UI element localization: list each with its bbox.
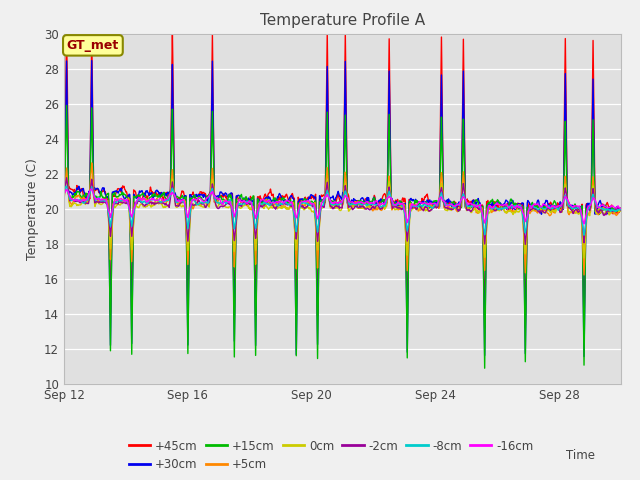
Text: Time: Time [566,449,595,462]
Y-axis label: Temperature (C): Temperature (C) [26,158,38,260]
Text: GT_met: GT_met [67,39,119,52]
Legend: +45cm, +30cm, +15cm, +5cm, 0cm, -2cm, -8cm, -16cm: +45cm, +30cm, +15cm, +5cm, 0cm, -2cm, -8… [124,435,538,476]
Title: Temperature Profile A: Temperature Profile A [260,13,425,28]
